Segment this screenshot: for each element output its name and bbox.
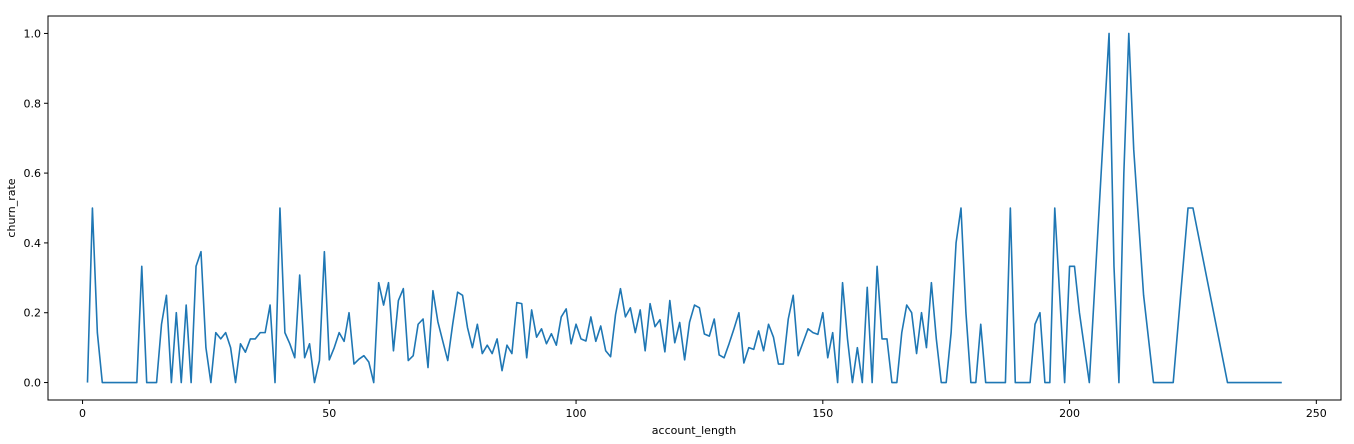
y-tick-label: 0.0: [24, 377, 42, 390]
y-tick-label: 1.0: [24, 27, 42, 40]
y-tick-label: 0.8: [24, 97, 42, 110]
x-tick-label: 50: [322, 407, 336, 420]
x-tick-label: 150: [812, 407, 833, 420]
x-tick-label: 250: [1306, 407, 1327, 420]
x-tick-label: 200: [1059, 407, 1080, 420]
y-tick-label: 0.6: [24, 167, 42, 180]
y-axis-label: churn_rate: [5, 178, 18, 237]
y-tick-label: 0.4: [24, 237, 42, 250]
x-tick-label: 100: [566, 407, 587, 420]
y-axis-ticks: 0.0 0.2 0.4 0.6 0.8 1.0: [24, 27, 48, 390]
y-tick-label: 0.2: [24, 307, 42, 320]
x-axis-ticks: 0 50 100 150 200 250: [79, 400, 1327, 420]
x-tick-label: 0: [79, 407, 86, 420]
plot-frame: [47, 15, 1342, 401]
x-axis-label: account_length: [652, 424, 736, 437]
churn-rate-series-line: [86, 32, 1282, 384]
